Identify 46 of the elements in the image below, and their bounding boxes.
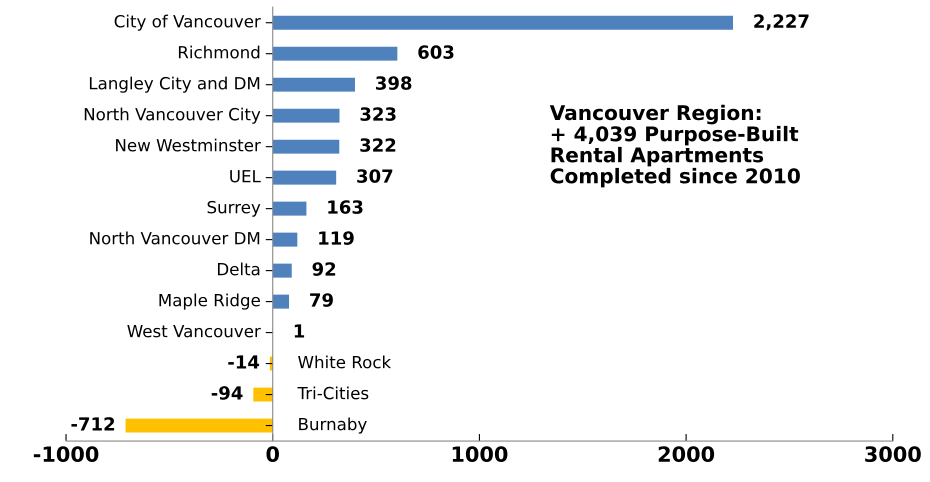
bar (272, 78, 355, 92)
y-tick-label: North Vancouver City (84, 108, 260, 124)
y-tick-label: White Rock (298, 356, 392, 368)
y-tick-label: North Vancouver DM (90, 232, 260, 244)
annotation: Vancouver Region: + 4,039 Purpose-Built Rental Apartments Completed since 2010 (550, 104, 800, 188)
data-label: -14 (228, 355, 260, 369)
bar (272, 16, 734, 30)
y-tick-label: New Westminster (116, 138, 261, 152)
data-label: 163 (328, 200, 363, 214)
y-tick-label: Richmond (178, 46, 260, 59)
y-tick-label: City of Vancouver (114, 14, 261, 31)
data-label: 119 (319, 231, 354, 245)
bar (272, 46, 398, 61)
y-tick-label: UEL (230, 170, 261, 182)
bar (272, 140, 340, 154)
bar (272, 294, 290, 309)
data-label: 603 (418, 45, 454, 59)
x-tick-label: -1000 (34, 446, 98, 462)
data-label: 307 (357, 169, 392, 183)
x-tick-label: 1000 (452, 446, 508, 462)
data-label: 322 (360, 138, 396, 152)
x-tick-label: 0 (266, 446, 279, 462)
x-tick-label: 2000 (658, 446, 714, 462)
data-label: -94 (212, 386, 243, 400)
bar (126, 418, 273, 433)
y-tick-label: Langley City and DM (90, 76, 260, 93)
y-tick-label: Tri-Cities (297, 386, 368, 400)
data-label: 323 (360, 107, 396, 121)
data-label: 79 (310, 293, 333, 307)
data-label: 92 (312, 262, 336, 276)
bar (253, 388, 273, 402)
bar (272, 202, 306, 216)
y-tick-label: Maple Ridge (159, 294, 260, 310)
y-tick-label: West Vancouver (127, 325, 261, 338)
x-tick-label: 3000 (865, 446, 921, 462)
data-label: 1 (294, 324, 304, 338)
data-label: 398 (376, 76, 412, 90)
y-tick-label: Delta (218, 262, 260, 276)
bar (272, 108, 340, 123)
y-tick-label: Surrey (208, 200, 260, 217)
bar (272, 170, 336, 185)
data-label: 2,227 (754, 14, 809, 30)
y-tick-label: Burnaby (299, 417, 367, 434)
bar (272, 232, 298, 247)
data-label: -712 (71, 417, 114, 431)
bar (272, 264, 292, 278)
